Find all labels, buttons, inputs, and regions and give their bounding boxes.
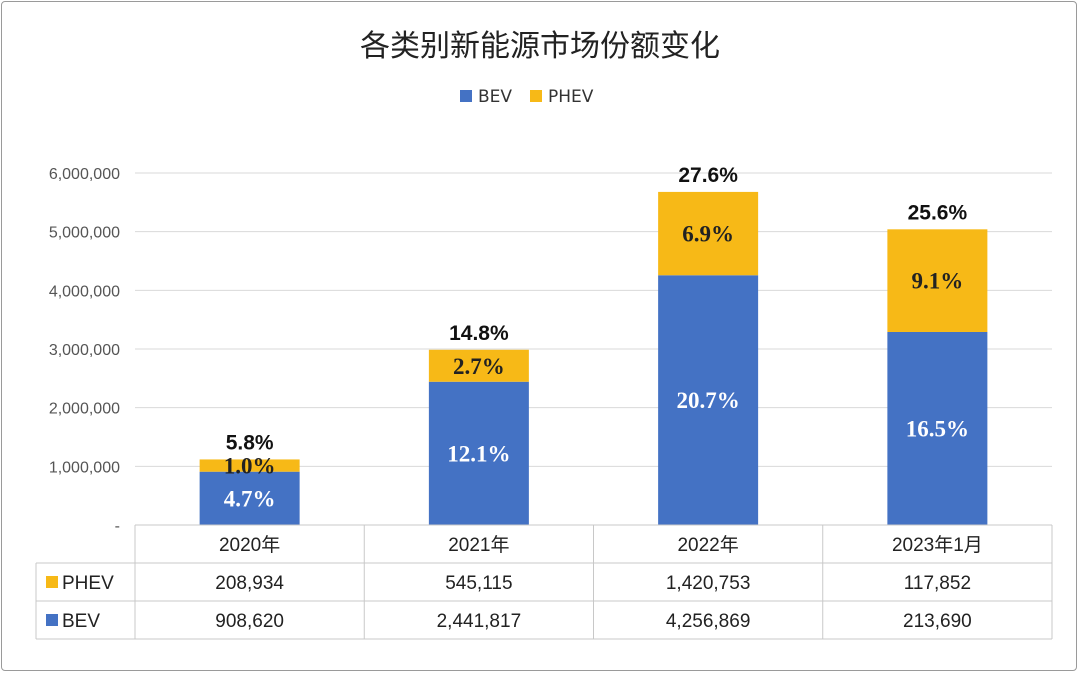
bar-label-phev: 9.1% bbox=[912, 269, 964, 294]
bars bbox=[199, 191, 988, 525]
y-tick-label: 4,000,000 bbox=[49, 283, 120, 300]
table-cell: 213,690 bbox=[903, 611, 972, 632]
y-tick-label: 3,000,000 bbox=[49, 342, 120, 359]
table-cell: 117,852 bbox=[904, 573, 971, 594]
chart-title: 各类别新能源市场份额变化 bbox=[360, 29, 720, 64]
legend-swatch-bev bbox=[460, 90, 472, 102]
bar-bev bbox=[199, 471, 300, 525]
bar-label-phev: 1.0% bbox=[224, 454, 276, 479]
total-share-label: 14.8% bbox=[449, 322, 509, 345]
total-share-label: 25.6% bbox=[908, 201, 968, 224]
bar-bev bbox=[887, 331, 988, 525]
table-cell: 1,420,753 bbox=[666, 573, 751, 594]
bar-label-bev: 12.1% bbox=[447, 441, 510, 466]
y-axis: - 1,000,000 2,000,000 3,000,000 4,000,000 5,0… bbox=[49, 166, 120, 535]
y-tick-label: 1,000,000 bbox=[49, 459, 120, 476]
total-share-label: 27.6% bbox=[678, 164, 738, 187]
table-cell: 545,115 bbox=[445, 573, 512, 594]
table-cell: 4,256,869 bbox=[666, 611, 751, 632]
legend-swatch-phev bbox=[530, 90, 542, 102]
category-label: 2023年1月 bbox=[892, 534, 983, 556]
bar-bev bbox=[658, 275, 759, 525]
bar-label-bev: 16.5% bbox=[906, 416, 969, 441]
table-cell: 908,620 bbox=[215, 611, 284, 632]
table-swatch-bev bbox=[46, 614, 58, 626]
bar-label-bev: 4.7% bbox=[224, 486, 276, 511]
y-tick-label: 2,000,000 bbox=[49, 401, 120, 418]
category-label: 2021年 bbox=[448, 534, 509, 556]
table-swatch-phev bbox=[46, 576, 58, 588]
data-labels: 4.7% 1.0%5.8% 12.1% 2.7% 14.8% 20.7% 6.9% 27.6%… bbox=[224, 164, 969, 511]
bar-phev bbox=[428, 349, 529, 382]
y-tick-label: 6,000,000 bbox=[49, 166, 120, 183]
legend-label-bev: BEV bbox=[478, 87, 512, 107]
legend-label-phev: PHEV bbox=[548, 87, 594, 107]
table-row-label-phev: PHEV bbox=[62, 573, 114, 594]
bar-bev bbox=[428, 381, 529, 525]
data-table: 2020年 2021年 2022年 2023年1月 PHEV 208,934 545,115… bbox=[35, 524, 1053, 640]
category-label: 2020年 bbox=[219, 534, 280, 556]
table-cell: 208,934 bbox=[215, 573, 284, 594]
y-tick-label: - bbox=[115, 518, 120, 535]
bar-phev bbox=[199, 459, 300, 472]
total-share-label: 5.8% bbox=[226, 431, 274, 454]
table-cell: 2,441,817 bbox=[437, 611, 522, 632]
legend: BEV PHEV bbox=[460, 87, 594, 107]
table-row-label-bev: BEV bbox=[62, 611, 100, 632]
category-label: 2022年 bbox=[677, 534, 738, 556]
y-tick-label: 5,000,000 bbox=[49, 225, 120, 242]
bar-label-phev: 2.7% bbox=[453, 354, 505, 379]
bar-phev bbox=[887, 229, 988, 332]
bar-label-bev: 20.7% bbox=[677, 388, 740, 413]
bar-label-phev: 6.9% bbox=[682, 222, 734, 247]
bar-phev bbox=[658, 191, 759, 276]
